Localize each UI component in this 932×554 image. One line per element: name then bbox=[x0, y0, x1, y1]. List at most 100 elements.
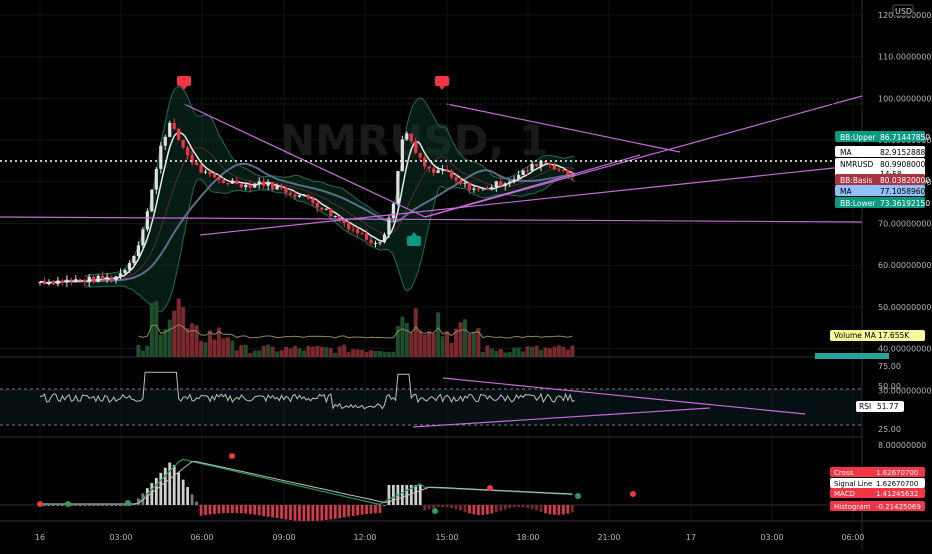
macd-hist-bar bbox=[342, 505, 346, 518]
macd-axis: 8.00000000 bbox=[878, 441, 926, 450]
macd-hist-bar bbox=[544, 505, 547, 514]
currency-badge[interactable] bbox=[892, 4, 914, 17]
candle-body bbox=[226, 182, 230, 184]
macd-hist-bar bbox=[195, 501, 198, 505]
candle-body bbox=[87, 276, 91, 283]
macd-hist-bar bbox=[450, 505, 453, 509]
macd-cross-dot bbox=[630, 491, 636, 497]
trendline[interactable] bbox=[199, 164, 863, 236]
trendline[interactable] bbox=[0, 216, 863, 223]
volume-bar bbox=[431, 333, 436, 357]
macd-hist-bar bbox=[114, 505, 118, 506]
macd-hist-bar bbox=[302, 505, 306, 521]
macd-hist-bar bbox=[311, 505, 315, 521]
macd-tag-label: Histogram bbox=[834, 503, 870, 511]
time-tick-label: 21:00 bbox=[597, 533, 620, 542]
candle-body bbox=[217, 177, 221, 181]
trendline[interactable] bbox=[424, 154, 641, 218]
trendline[interactable] bbox=[424, 95, 863, 218]
macd-cross-dot bbox=[575, 493, 581, 499]
macd-tags: Cross 1.62670700 Signal Line 1.62670700 MACD… bbox=[830, 467, 925, 511]
volume-bar bbox=[333, 352, 338, 357]
macd-tag-label: Signal Line bbox=[834, 480, 872, 488]
volume-bar bbox=[462, 319, 467, 357]
macd-tag-value: 1.62670700 bbox=[876, 469, 918, 477]
volume-bar bbox=[346, 352, 351, 357]
candle-body bbox=[512, 179, 516, 182]
candle-body bbox=[78, 279, 82, 281]
macd-tag-bg bbox=[830, 488, 925, 498]
macd-hist-bar bbox=[338, 505, 342, 519]
price-tag: MA 82.91528889 bbox=[835, 146, 930, 157]
volume-bar bbox=[301, 350, 306, 357]
rsi-trendlines[interactable] bbox=[412, 377, 806, 428]
candle-body bbox=[485, 187, 489, 190]
candle-body bbox=[427, 166, 431, 169]
volume-bar bbox=[400, 316, 405, 357]
candle-body bbox=[342, 220, 346, 224]
trendline[interactable] bbox=[446, 103, 681, 153]
rsi-trendline[interactable] bbox=[442, 377, 806, 415]
candle-body bbox=[235, 180, 239, 184]
macd-hist-bar bbox=[374, 505, 377, 514]
price-tag-label: BB:Upper bbox=[840, 133, 876, 142]
candle-body bbox=[387, 218, 391, 235]
macd-hist-bar bbox=[517, 505, 521, 508]
candle-body bbox=[373, 242, 378, 244]
trendline[interactable] bbox=[183, 103, 426, 218]
macd-cross-dot bbox=[125, 500, 131, 506]
macd-hist-bar bbox=[244, 505, 248, 514]
macd-hist-bar bbox=[199, 505, 203, 516]
macd-hist-bar bbox=[427, 505, 431, 510]
volume-bar bbox=[207, 330, 212, 357]
macd-hist-bar bbox=[56, 505, 60, 506]
price-tag: BB:Basis 80.03820000 bbox=[835, 174, 930, 185]
candle-body bbox=[127, 263, 132, 271]
macd-hist-bar bbox=[87, 505, 91, 506]
rsi-tick-label: 25.00 bbox=[878, 425, 901, 434]
macd-hist-bar bbox=[418, 485, 422, 505]
candle-body bbox=[369, 239, 373, 244]
volume-bar bbox=[257, 350, 262, 357]
candle-body bbox=[239, 183, 243, 188]
candle-body bbox=[315, 203, 319, 208]
macd-hist-bar bbox=[521, 505, 525, 508]
candle-body bbox=[136, 245, 141, 257]
volume-bar bbox=[449, 342, 454, 357]
rsi-tag-value: 51.77 bbox=[877, 402, 899, 411]
volume-bar bbox=[351, 349, 356, 357]
macd-hist-bar bbox=[490, 505, 494, 514]
candle-body bbox=[356, 229, 360, 234]
candlesticks bbox=[38, 118, 574, 288]
price-tag: BB:Lower 73.36192150 bbox=[835, 197, 930, 208]
candle-body bbox=[423, 157, 427, 167]
time-tick-label: 06:00 bbox=[190, 533, 213, 542]
volume-bar bbox=[467, 334, 472, 357]
macd-cross-dot bbox=[487, 485, 493, 491]
candle-body bbox=[338, 216, 342, 221]
candle-body bbox=[436, 170, 440, 173]
volume-ma-tag: Volume MA 17.655K bbox=[830, 330, 925, 341]
candle-body bbox=[253, 183, 257, 188]
volume-bar bbox=[364, 351, 369, 357]
volume-bar bbox=[427, 330, 432, 357]
candle-body bbox=[118, 273, 123, 277]
candle-body bbox=[279, 186, 284, 189]
candle-body bbox=[154, 168, 158, 190]
rsi-tag-bg bbox=[856, 401, 904, 412]
time-axis[interactable]: 16 03:00 06:00 09:00 12:00 15:00 18:00 21:00 17 0… bbox=[35, 533, 865, 542]
price-tag-label: MA bbox=[840, 148, 852, 157]
sell-marker-2 bbox=[435, 76, 449, 90]
volume-bar bbox=[163, 329, 168, 357]
volume-bar bbox=[498, 348, 503, 357]
candle-body bbox=[463, 182, 467, 184]
rsi-trendline[interactable] bbox=[412, 407, 711, 428]
volume-bar bbox=[136, 344, 141, 357]
volume-bar bbox=[279, 350, 284, 357]
bollinger-basis-line bbox=[84, 147, 575, 283]
candle-body bbox=[566, 169, 570, 176]
volume-bar bbox=[216, 327, 221, 357]
macd-hist-bar bbox=[378, 505, 382, 514]
trendlines[interactable] bbox=[0, 95, 863, 236]
